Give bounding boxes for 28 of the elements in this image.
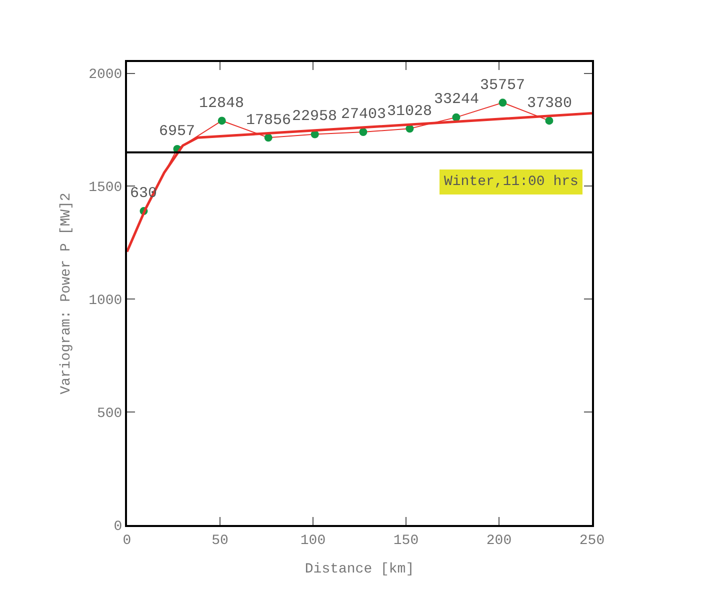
annotation: 22958	[292, 108, 338, 125]
annotation: 33244	[434, 91, 480, 108]
x-tick-label: 50	[212, 532, 228, 549]
annotation: Winter,11:00 hrs	[444, 174, 578, 190]
y-tick-label: 500	[96, 406, 122, 422]
y-axis-title: Variogram: Power P [MW]2	[58, 192, 75, 394]
point	[359, 128, 368, 136]
point	[545, 116, 554, 125]
point	[218, 116, 226, 125]
x-tick-label: 200	[486, 532, 512, 549]
y-tick-label: 2000	[88, 67, 122, 84]
annotation: 12848	[199, 95, 244, 112]
point	[264, 134, 272, 142]
y-tick-label: 1500	[88, 180, 122, 196]
y-tick-label: 0	[114, 518, 122, 535]
annotation: 17856	[246, 112, 292, 129]
annotation: 31028	[387, 103, 432, 120]
x-axis-title: Distance [km]	[304, 562, 414, 578]
x-tick-label: 150	[393, 532, 419, 549]
x-tick-label: 250	[579, 532, 605, 549]
annotation: 35757	[480, 77, 526, 94]
annotation: 27403	[341, 106, 386, 123]
annotation: 37380	[527, 95, 572, 112]
point	[452, 113, 460, 122]
annotation: 6957	[159, 123, 196, 140]
y-tick-label: 1000	[88, 293, 122, 310]
x-tick-label: 100	[300, 532, 326, 549]
point	[498, 98, 507, 107]
